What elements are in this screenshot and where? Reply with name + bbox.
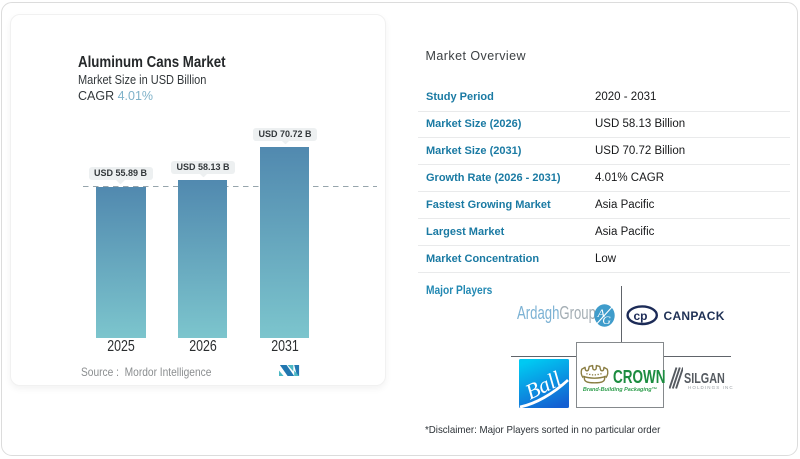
svg-text:A: A	[596, 306, 605, 320]
svg-text:G: G	[602, 313, 611, 327]
svg-text:cp: cp	[634, 308, 648, 322]
